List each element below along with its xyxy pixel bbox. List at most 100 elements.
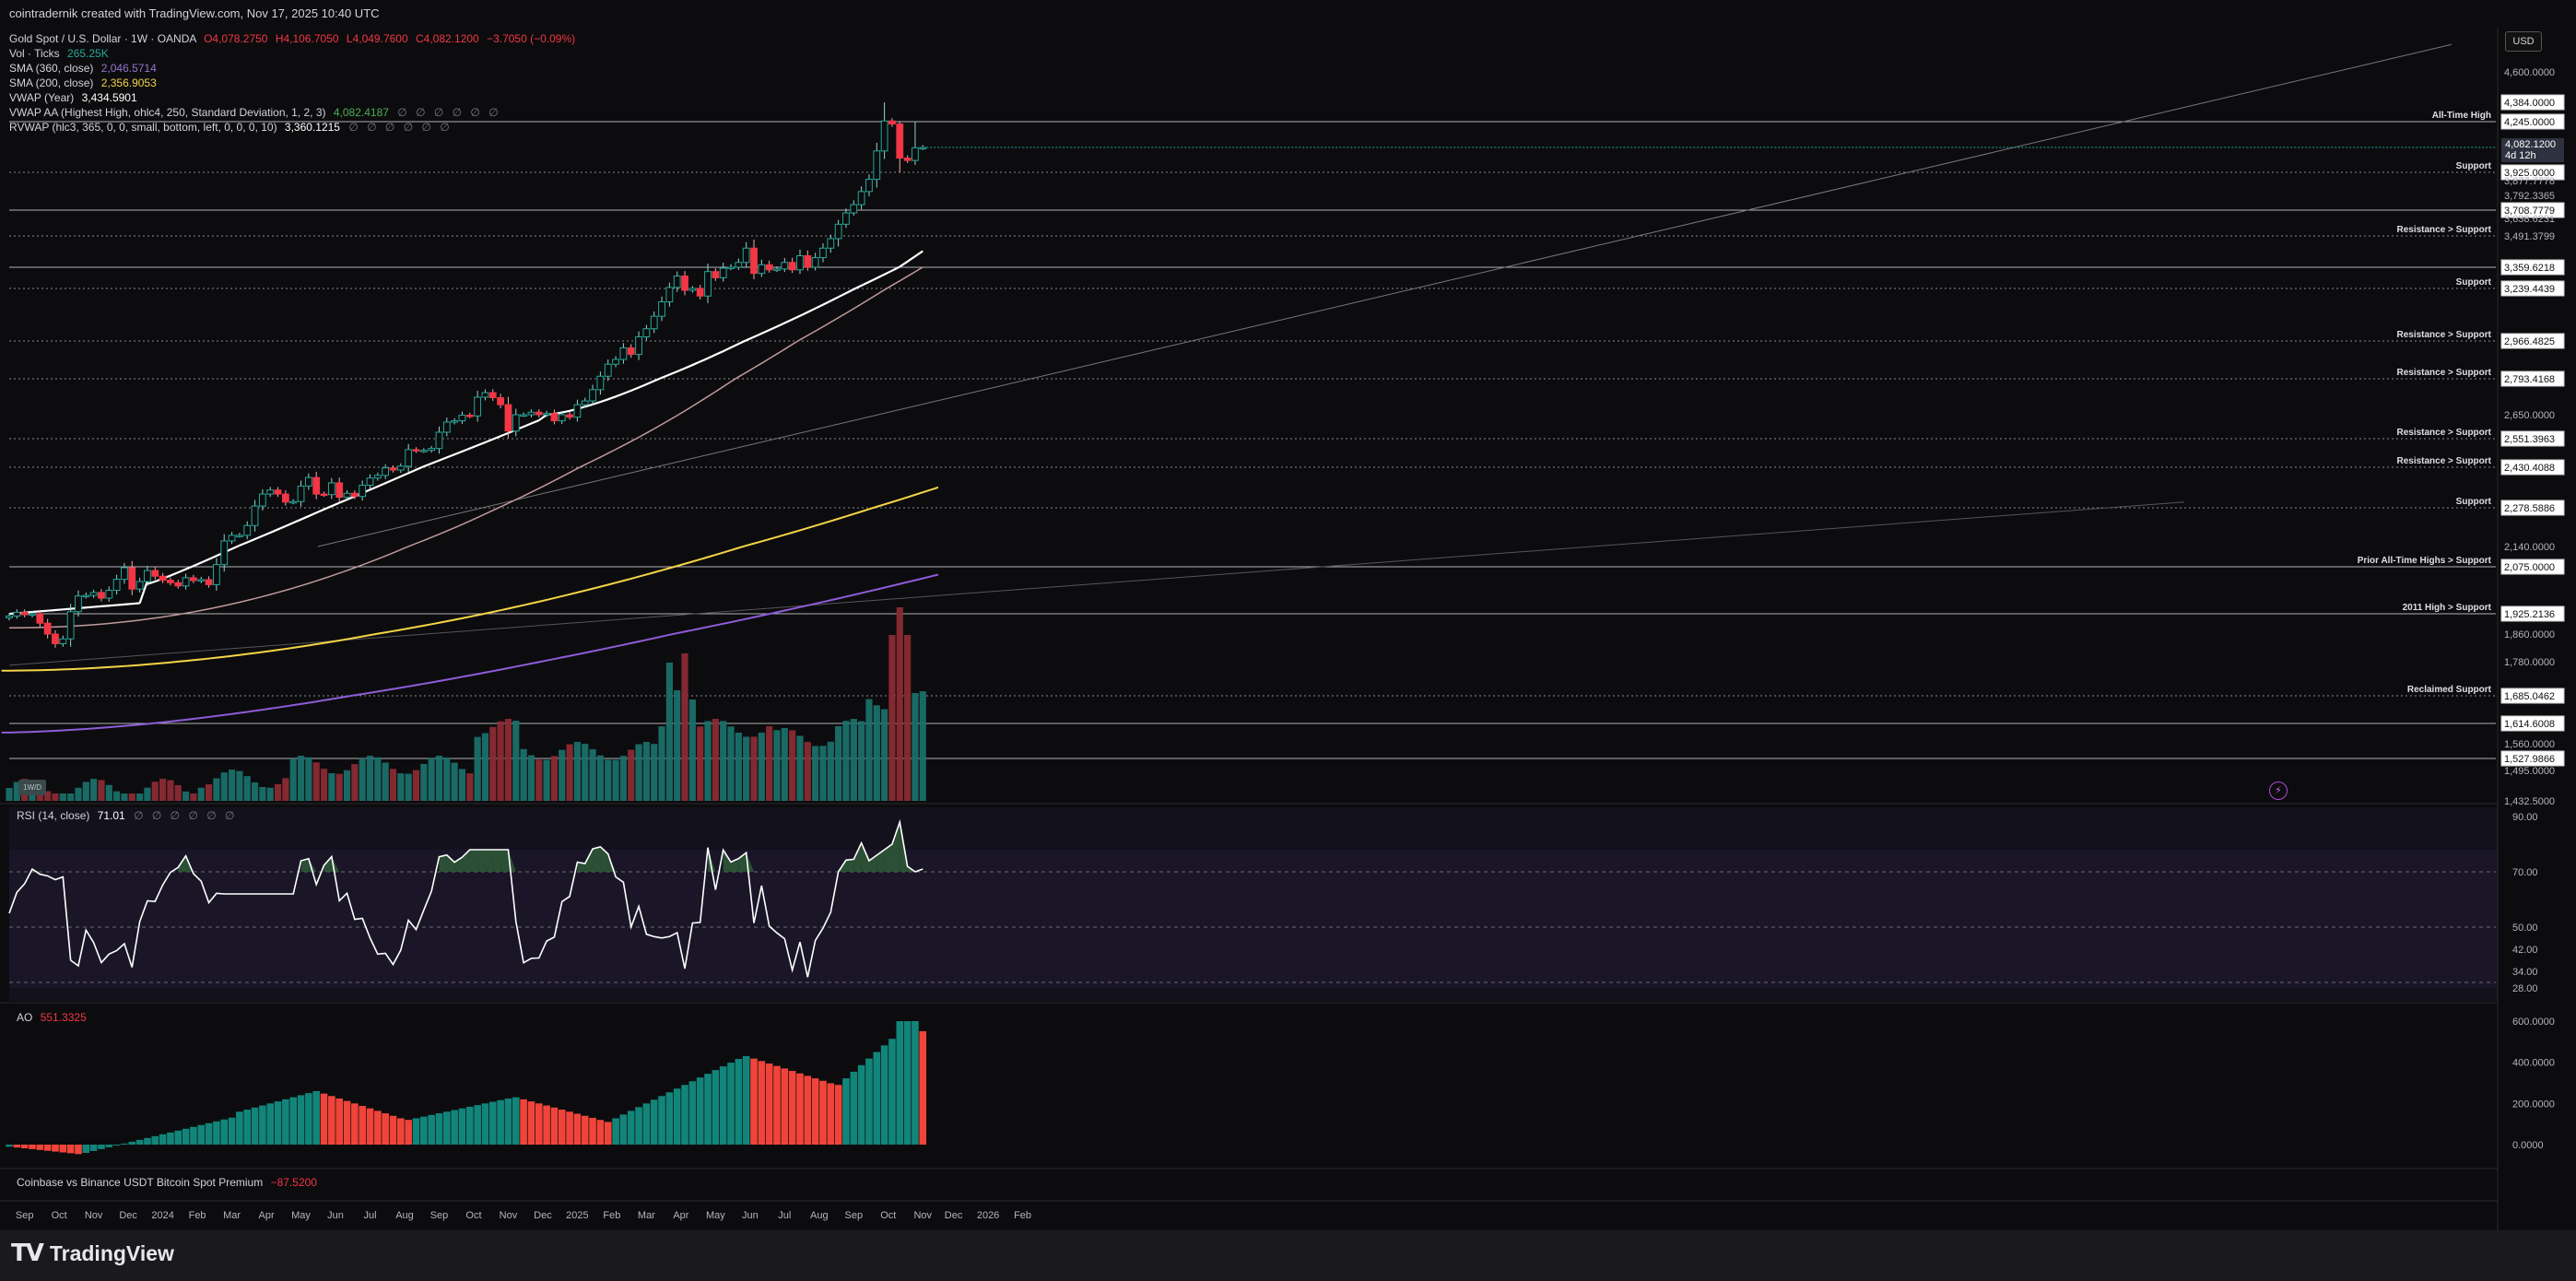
volume-bar <box>642 742 650 801</box>
bolt-icon[interactable]: ⚡ <box>2269 782 2288 800</box>
ao-bar <box>135 1139 144 1145</box>
sma200-legend[interactable]: SMA (200, close) 2,356.9053 <box>9 76 157 89</box>
ao-bar <box>251 1107 259 1145</box>
current-price: 4,082.1200 <box>2505 139 2557 150</box>
rsi-legend[interactable]: RSI (14, close) 71.01 ∅ ∅ ∅ ∅ ∅ ∅ <box>17 809 237 822</box>
ao-bar <box>612 1118 619 1145</box>
rsi-axis-label: 34.00 <box>2512 967 2538 978</box>
rsi-overbought-fill <box>492 850 501 872</box>
ao-legend[interactable]: AO 551.3325 <box>17 1011 87 1024</box>
currency-button[interactable]: USD <box>2505 31 2542 52</box>
rsi-overbought-fill <box>723 850 732 872</box>
ao-bar <box>727 1063 735 1145</box>
rvwap-legend[interactable]: RVWAP (hlc3, 365, 0, 0, small, bottom, l… <box>9 121 453 134</box>
volume-bar <box>804 742 811 801</box>
candle-body <box>312 476 321 495</box>
candle-body <box>29 613 36 617</box>
rsi-overbought-fill <box>884 844 892 872</box>
volume-bar <box>543 759 550 801</box>
volume-bar <box>727 726 735 801</box>
rsi-overbought-fill <box>500 850 509 872</box>
candle-body <box>98 592 105 599</box>
ao-bar <box>903 1021 912 1145</box>
ao-bar <box>443 1111 451 1145</box>
visibility-icons[interactable]: ∅ ∅ ∅ ∅ ∅ ∅ <box>348 121 453 134</box>
ao-axis-label: 0.0000 <box>2512 1140 2544 1151</box>
candle-body <box>389 467 397 471</box>
premium-legend[interactable]: Coinbase vs Binance USDT Bitcoin Spot Pr… <box>17 1176 317 1189</box>
tradingview-brand[interactable]: TV TradingView <box>11 1240 174 1267</box>
candle-body <box>167 580 174 583</box>
candle-body <box>896 123 904 159</box>
time-axis-label: Sep <box>845 1210 864 1221</box>
time-axis-label: May <box>291 1210 311 1221</box>
ao-bar <box>912 1021 919 1145</box>
ao-bar <box>804 1075 812 1145</box>
level-label: Support <box>2456 161 2492 171</box>
candle-body <box>20 611 29 616</box>
visibility-icons[interactable]: ∅ ∅ ∅ ∅ ∅ ∅ <box>134 809 238 822</box>
volume-bar <box>220 772 228 801</box>
volume-bar <box>159 779 167 801</box>
ao-bar <box>297 1095 305 1145</box>
tradingview-logo-icon: TV <box>11 1240 44 1267</box>
ao-bar <box>197 1124 206 1145</box>
ao-label: AO <box>17 1011 33 1024</box>
price-axis-label: 2,075.0000 <box>2504 562 2555 573</box>
price-axis-box <box>2500 164 2565 181</box>
volume-bar <box>105 784 112 801</box>
ao-bar <box>474 1105 481 1145</box>
ao-bar <box>52 1145 59 1152</box>
candle-body <box>442 421 451 433</box>
sma200-line <box>1 486 939 672</box>
sma360-legend[interactable]: SMA (360, close) 2,046.5714 <box>9 62 157 75</box>
price-axis-box <box>2500 750 2565 767</box>
price-axis-label: 3,792.3365 <box>2504 191 2555 202</box>
visibility-icons[interactable]: ∅ ∅ ∅ ∅ ∅ ∅ <box>397 106 501 119</box>
ao-bar <box>466 1106 474 1145</box>
sma200-label: SMA (200, close) <box>9 76 94 89</box>
ao-bar <box>89 1145 98 1151</box>
candle-body <box>289 500 298 504</box>
candle-body <box>89 592 98 596</box>
candle-body <box>174 582 182 587</box>
candle-body <box>82 594 90 597</box>
ao-bar <box>497 1099 504 1145</box>
volume-bar <box>865 699 873 801</box>
volume-bar <box>720 721 727 801</box>
volume-bar <box>167 780 174 801</box>
price-axis-label: 1,432.5000 <box>2504 796 2555 807</box>
volume-legend[interactable]: Vol · Ticks 265.25K <box>9 47 109 60</box>
timeframe-badge[interactable]: 1W/D <box>18 780 46 795</box>
high-value: H4,106.7050 <box>275 32 339 45</box>
volume-bar <box>121 793 128 801</box>
vwap-year-line <box>138 419 540 604</box>
volume-bar <box>665 663 673 801</box>
volume-bar <box>658 726 665 801</box>
ao-bar <box>573 1113 582 1145</box>
brand-name: TradingView <box>49 1240 174 1265</box>
price-chart[interactable]: All-Time High Support Resistance > Support… <box>0 0 2576 1230</box>
volume-bar <box>881 709 888 801</box>
ao-bar <box>520 1099 527 1145</box>
candle-body <box>451 420 459 423</box>
vwap-legend[interactable]: VWAP (Year) 3,434.5901 <box>9 91 137 104</box>
ao-bar <box>228 1117 236 1145</box>
volume-bar <box>674 690 681 801</box>
volume-value: 265.25K <box>67 47 109 60</box>
rsi-overbought-fill <box>876 850 885 872</box>
candle-body <box>327 482 335 496</box>
time-axis-label: Sep <box>16 1210 34 1221</box>
candle-body <box>857 191 865 206</box>
candle-body <box>373 475 382 479</box>
candle-body <box>704 271 712 297</box>
candle-body <box>827 238 835 249</box>
ao-bar <box>389 1115 397 1145</box>
rsi-overbought-fill <box>584 849 594 872</box>
time-axis-label: Dec <box>119 1210 137 1221</box>
volume-bar <box>651 744 658 801</box>
symbol-legend[interactable]: Gold Spot / U.S. Dollar · 1W · OANDA O4,… <box>9 32 575 45</box>
vwapaa-legend[interactable]: VWAP AA (Highest High, ohlc4, 250, Stand… <box>9 106 501 119</box>
price-axis-box <box>2500 430 2565 447</box>
ao-bar <box>412 1118 420 1145</box>
